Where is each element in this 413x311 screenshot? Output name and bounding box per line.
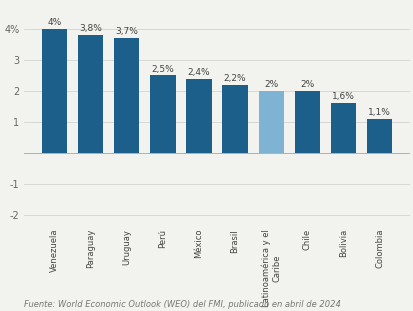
Text: 4%: 4% <box>47 18 62 27</box>
Text: 2,4%: 2,4% <box>187 68 210 77</box>
Bar <box>150 75 175 153</box>
Bar <box>366 119 392 153</box>
Bar <box>42 29 67 153</box>
Bar <box>294 91 319 153</box>
Text: 2,5%: 2,5% <box>151 65 174 74</box>
Bar <box>78 35 103 153</box>
Text: 3,7%: 3,7% <box>115 27 138 36</box>
Bar <box>186 78 211 153</box>
Text: 1,1%: 1,1% <box>367 108 390 117</box>
Bar <box>258 91 283 153</box>
Text: 3,8%: 3,8% <box>79 24 102 33</box>
Bar <box>114 38 139 153</box>
Bar <box>330 103 355 153</box>
Text: 2%: 2% <box>263 80 278 89</box>
Text: 1,6%: 1,6% <box>331 92 354 101</box>
Text: Fuente: World Economic Outlook (WEO) del FMI, publicado en abril de 2024: Fuente: World Economic Outlook (WEO) del… <box>24 299 340 309</box>
Bar <box>222 85 247 153</box>
Text: 2,2%: 2,2% <box>223 74 246 83</box>
Text: 2%: 2% <box>299 80 314 89</box>
